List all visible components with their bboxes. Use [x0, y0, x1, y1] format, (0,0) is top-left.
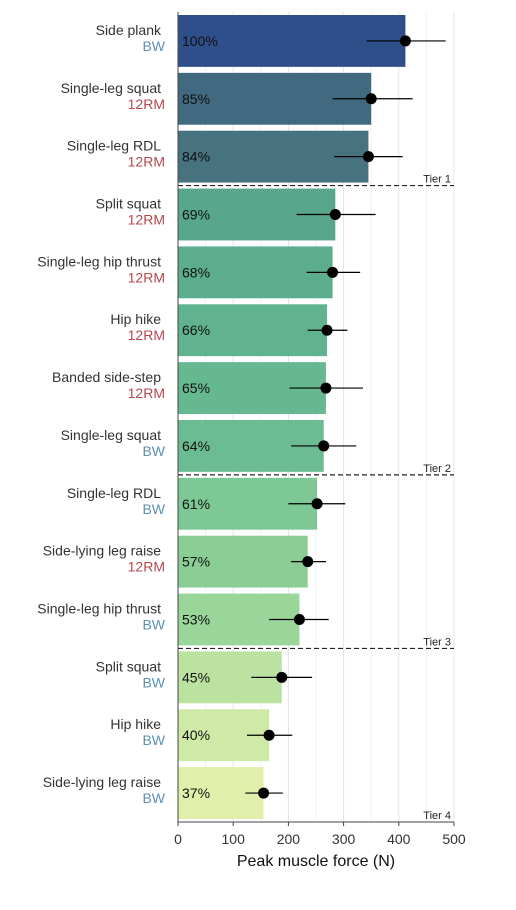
bar-percent-label: 65% — [182, 380, 210, 396]
exercise-label: Single-leg RDL — [67, 485, 161, 501]
mean-point — [311, 498, 323, 510]
exercise-label: Single-leg hip thrust — [37, 253, 161, 269]
bar-percent-label: 45% — [182, 669, 210, 685]
mean-point — [318, 440, 330, 452]
bar-percent-label: 69% — [182, 207, 210, 223]
bar-percent-label: 61% — [182, 496, 210, 512]
tick-label: 500 — [442, 831, 466, 847]
tier-label: Tier 3 — [423, 636, 451, 648]
load-label: BW — [142, 38, 165, 54]
load-label: 12RM — [128, 212, 165, 228]
tier-label: Tier 1 — [423, 174, 451, 186]
exercise-label: Single-leg RDL — [67, 138, 161, 154]
mean-point — [320, 382, 332, 394]
exercise-label: Side-lying leg raise — [43, 774, 161, 790]
tier-label: Tier 2 — [423, 463, 451, 475]
load-label: BW — [142, 617, 165, 633]
exercise-label: Hip hike — [110, 311, 161, 327]
bar-percent-label: 68% — [182, 264, 210, 280]
exercise-label: Split squat — [96, 196, 161, 212]
mean-point — [327, 266, 339, 278]
load-label: 12RM — [128, 96, 165, 112]
load-label: BW — [142, 790, 165, 806]
tick-label: 100 — [222, 831, 246, 847]
exercise-label: Side-lying leg raise — [43, 543, 161, 559]
load-label: 12RM — [128, 154, 165, 170]
load-label: 12RM — [128, 269, 165, 285]
load-label: BW — [142, 443, 165, 459]
load-label: BW — [142, 501, 165, 517]
bar-percent-label: 64% — [182, 438, 210, 454]
exercise-label: Single-leg squat — [61, 80, 162, 96]
error-bars — [245, 35, 446, 799]
load-label: 12RM — [128, 327, 165, 343]
bar-percent-label: 66% — [182, 322, 210, 338]
bars — [178, 15, 406, 819]
load-label: BW — [142, 732, 165, 748]
bar-percent-label: 85% — [182, 91, 210, 107]
exercise-label: Single-leg squat — [61, 427, 162, 443]
load-label: BW — [142, 674, 165, 690]
mean-point — [321, 324, 333, 336]
bar — [178, 535, 308, 588]
mean-point — [302, 556, 314, 568]
tick-label: 300 — [332, 831, 356, 847]
tick-label: 400 — [387, 831, 411, 847]
exercise-label: Banded side-step — [52, 369, 161, 385]
x-axis-title: Peak muscle force (N) — [237, 853, 395, 870]
mean-point — [399, 35, 411, 47]
mean-point — [365, 93, 377, 105]
bar-percent-label: 40% — [182, 727, 210, 743]
load-label: 12RM — [128, 385, 165, 401]
bar-percent-label: 37% — [182, 785, 210, 801]
mean-point — [258, 787, 270, 799]
x-ticks: 0 100 200 300 400 500 — [174, 822, 466, 847]
exercise-label: Hip hike — [110, 716, 161, 732]
mean-point — [329, 209, 341, 220]
mean-point — [293, 614, 305, 625]
mean-point — [263, 729, 275, 741]
mean-point — [362, 151, 374, 163]
exercise-label: Side plank — [96, 22, 162, 38]
load-label: 12RM — [128, 559, 165, 575]
tick-label: 200 — [277, 831, 301, 847]
bar-percent-label: 53% — [182, 612, 210, 628]
tier-dividers: Tier 1 Tier 2 Tier 3 Tier 4 — [178, 174, 454, 822]
tick-label: 0 — [174, 831, 182, 847]
bar-percent-label: 100% — [182, 33, 218, 49]
mean-point — [276, 671, 288, 683]
exercise-label: Single-leg hip thrust — [37, 601, 161, 617]
bar-percent-label: 57% — [182, 554, 210, 570]
tier-label: Tier 4 — [423, 810, 451, 822]
bar-percent-label: 84% — [182, 149, 210, 165]
exercise-label: Split squat — [96, 658, 161, 674]
bar — [178, 304, 328, 357]
